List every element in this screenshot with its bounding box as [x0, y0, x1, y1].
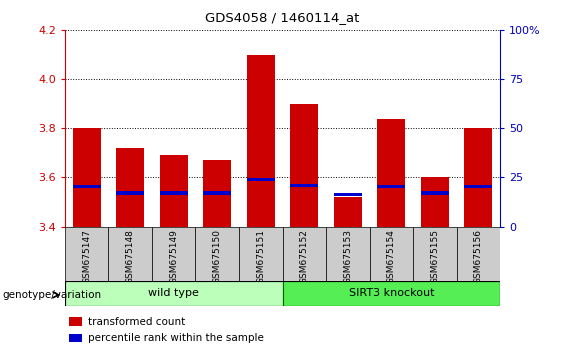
Bar	[290, 104, 319, 227]
Bar	[333, 193, 362, 196]
Bar	[108, 227, 152, 281]
Text: percentile rank within the sample: percentile rank within the sample	[88, 333, 263, 343]
Bar	[72, 185, 101, 188]
Bar	[65, 281, 282, 306]
Text: genotype/variation: genotype/variation	[3, 290, 102, 300]
Bar	[195, 227, 239, 281]
Text: GSM675147: GSM675147	[82, 229, 91, 284]
Bar	[282, 227, 326, 281]
Bar	[69, 334, 81, 342]
Bar	[464, 185, 493, 188]
Bar	[69, 318, 81, 326]
Text: GSM675149: GSM675149	[170, 229, 178, 284]
Text: GSM675153: GSM675153	[344, 229, 352, 284]
Text: GSM675154: GSM675154	[387, 229, 396, 284]
Bar	[246, 55, 275, 227]
Bar	[464, 128, 493, 227]
Bar	[159, 155, 188, 227]
Bar	[203, 192, 232, 195]
Text: GSM675151: GSM675151	[257, 229, 265, 284]
Text: GSM675152: GSM675152	[300, 229, 308, 284]
Bar	[333, 197, 362, 227]
Bar	[377, 119, 406, 227]
Text: transformed count: transformed count	[88, 316, 185, 326]
Bar	[420, 177, 449, 227]
Bar	[203, 160, 232, 227]
Bar	[239, 227, 282, 281]
Bar	[290, 184, 319, 187]
Bar	[282, 281, 500, 306]
Bar	[370, 227, 413, 281]
Bar	[457, 227, 500, 281]
Bar	[116, 148, 145, 227]
Text: SIRT3 knockout: SIRT3 knockout	[349, 289, 434, 298]
Bar	[65, 227, 108, 281]
Bar	[246, 178, 275, 181]
Text: GDS4058 / 1460114_at: GDS4058 / 1460114_at	[205, 11, 360, 24]
Text: wild type: wild type	[148, 289, 199, 298]
Bar	[72, 128, 101, 227]
Text: GSM675155: GSM675155	[431, 229, 439, 284]
Bar	[413, 227, 457, 281]
Bar	[116, 192, 145, 195]
Text: GSM675150: GSM675150	[213, 229, 221, 284]
Bar	[420, 192, 449, 195]
Bar	[152, 227, 195, 281]
Bar	[159, 192, 188, 195]
Text: GSM675156: GSM675156	[474, 229, 483, 284]
Bar	[326, 227, 370, 281]
Text: GSM675148: GSM675148	[126, 229, 134, 284]
Bar	[377, 185, 406, 188]
